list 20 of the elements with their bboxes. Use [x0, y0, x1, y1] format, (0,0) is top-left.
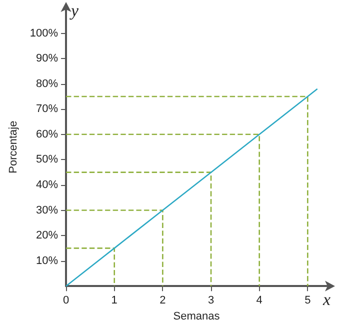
text: x: [322, 290, 331, 309]
y-axis-title: Porcentaje: [8, 120, 20, 174]
x-tick-label: 0: [62, 294, 70, 307]
x-axis-title: Semanas: [173, 310, 220, 322]
y-tick-label: 20%: [36, 230, 58, 242]
y-tick-label: 30%: [36, 204, 58, 216]
y-tick-label: 70%: [36, 103, 58, 116]
y-tick-label: 90%: [36, 52, 58, 65]
x-tick-label: 4: [256, 294, 262, 307]
y-tick-label: 10%: [36, 254, 58, 267]
y-tick-label: 100%: [30, 27, 58, 40]
y-tick-label: 80%: [36, 78, 58, 90]
x-tick-label: 3: [208, 294, 214, 307]
y-tick-label: 50%: [36, 154, 58, 166]
y-tick-label: 60%: [36, 128, 58, 140]
y-tick-label: 40%: [36, 178, 58, 191]
x-tick-label: 5: [304, 294, 311, 307]
x-tick-label: 2: [160, 294, 166, 307]
x-tick-label: 1: [111, 294, 118, 307]
annotation: y: [69, 1, 79, 20]
